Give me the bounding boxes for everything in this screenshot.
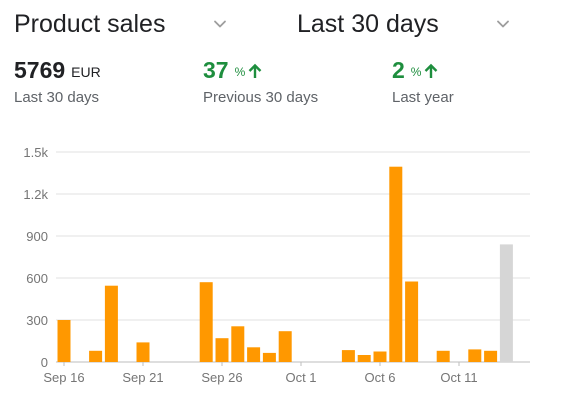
bar (436, 350, 450, 362)
percent-unit: % (234, 65, 246, 79)
bar-current-day (499, 244, 513, 362)
bar (231, 326, 245, 362)
total-sales-caption: Last 30 days (14, 89, 100, 106)
bar (89, 350, 103, 362)
y-tick-label: 1.2k (23, 187, 48, 202)
bar (373, 351, 387, 362)
year-change-value: 2 (392, 56, 405, 83)
metric-selector[interactable]: Product sales (14, 6, 228, 42)
chevron-down-icon (214, 20, 226, 28)
date-range-selector[interactable]: Last 30 days (297, 6, 511, 42)
x-tick-label: Sep 16 (43, 370, 84, 385)
bar (389, 166, 403, 362)
bar (468, 349, 482, 362)
bar (484, 350, 498, 362)
bar (262, 352, 276, 362)
total-sales-value: 5769 (14, 56, 66, 83)
bar (215, 338, 229, 362)
y-tick-label: 900 (26, 229, 48, 244)
stat-previous-period: 37 % Previous 30 days (203, 56, 319, 107)
last-year-caption: Last year (392, 89, 454, 106)
previous-period-caption: Previous 30 days (203, 89, 319, 106)
arrow-up-icon (248, 63, 262, 78)
x-tick-label: Oct 11 (440, 370, 477, 385)
bar (341, 350, 355, 362)
metric-selector-label: Product sales (14, 9, 166, 38)
previous-change-value: 37 (203, 56, 229, 83)
y-tick-label: 1.5k (23, 145, 48, 160)
y-tick-label: 0 (41, 355, 48, 370)
stat-total-sales: 5769 EUR Last 30 days (14, 56, 101, 107)
bar (357, 355, 371, 362)
bar (136, 342, 150, 362)
x-tick-label: Oct 6 (364, 370, 395, 385)
stat-last-year: 2 % Last year (392, 56, 454, 107)
x-tick-label: Sep 21 (122, 370, 163, 385)
sales-bar-chart: 0 300 600 900 1.2k 1.5k Sep 16 Sep 21 Sep 26 Oct … (23, 145, 530, 385)
y-tick-label: 600 (26, 271, 48, 286)
bar (199, 282, 213, 362)
arrow-up-icon (425, 63, 438, 78)
x-tick-label: Oct 1 (285, 370, 316, 385)
bar (278, 331, 292, 362)
bar (57, 320, 71, 362)
bar (247, 347, 261, 362)
percent-unit: % (410, 65, 422, 79)
bar (405, 281, 419, 362)
bar (104, 285, 118, 362)
chevron-down-icon (497, 20, 509, 28)
currency-unit: EUR (71, 64, 101, 80)
x-tick-label: Sep 26 (201, 370, 242, 385)
y-tick-label: 300 (26, 313, 48, 328)
date-range-selector-label: Last 30 days (297, 9, 439, 38)
